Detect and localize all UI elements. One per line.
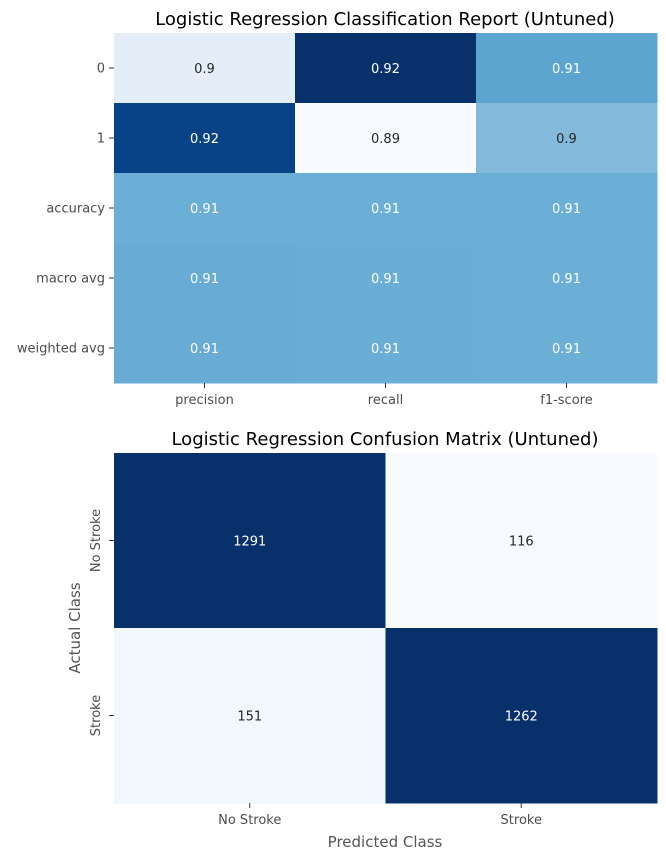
cell-value-label: 0.92: [371, 62, 400, 77]
cell-value-label: 0.91: [371, 342, 400, 357]
cell-value-label: 1262: [505, 710, 538, 725]
cell-value-label: 0.91: [552, 62, 581, 77]
confusion-matrix-cells: 1291 116 151 1262: [114, 453, 658, 804]
confusion-matrix-heatmap: Logistic Regression Confusion Matrix (Un…: [66, 429, 658, 851]
heatmap-cell: [476, 243, 658, 314]
cell-value-label: 0.91: [552, 342, 581, 357]
heatmap-cell: [295, 103, 477, 174]
y-tick-label: Stroke: [89, 695, 104, 736]
y-tick-label: macro avg: [36, 272, 105, 287]
heatmap-cell: [295, 33, 477, 104]
heatmap-cell: [114, 628, 386, 804]
x-tick-label: f1-score: [540, 393, 592, 408]
y-tick-label: No Stroke: [89, 509, 104, 572]
heatmap-cell: [385, 628, 658, 804]
heatmap-cell: [114, 313, 296, 384]
x-tick-label: No Stroke: [218, 813, 281, 828]
heatmap-cell: [295, 313, 477, 384]
confusion-matrix-x-axis-label: Predicted Class: [328, 833, 443, 851]
y-tick-label: 1: [97, 132, 105, 147]
cell-value-label: 0.91: [552, 272, 581, 287]
confusion-matrix-column-labels: No Stroke Stroke: [218, 803, 542, 828]
cell-value-label: 0.91: [190, 272, 219, 287]
x-tick-label: recall: [368, 393, 403, 408]
confusion-matrix-title: Logistic Regression Confusion Matrix (Un…: [171, 429, 598, 450]
classification-report-cells: 0.9 0.92 0.91 0.92 0.89 0.9 0.91 0.91 0.91 0.91 0.…: [114, 33, 658, 384]
heatmap-cell: [114, 173, 296, 244]
y-tick-label: accuracy: [46, 202, 105, 217]
classification-report-row-labels: 0 1 accuracy macro avg weighted avg: [17, 62, 114, 357]
cell-value-label: 0.92: [190, 132, 219, 147]
heatmap-cell: [114, 243, 296, 314]
heatmap-cell: [385, 453, 658, 629]
heatmap-cell: [476, 313, 658, 384]
confusion-matrix-row-labels: No Stroke Stroke: [89, 509, 114, 736]
cell-value-label: 1291: [233, 535, 266, 550]
heatmap-cell: [114, 103, 296, 174]
classification-report-title: Logistic Regression Classification Repor…: [155, 9, 615, 30]
cell-value-label: 0.9: [194, 62, 215, 77]
x-tick-label: Stroke: [501, 813, 542, 828]
heatmap-cell: [295, 243, 477, 314]
cell-value-label: 116: [509, 535, 534, 550]
cell-value-label: 0.9: [556, 132, 577, 147]
classification-report-heatmap: Logistic Regression Classification Repor…: [17, 9, 658, 408]
heatmap-cell: [295, 173, 477, 244]
cell-value-label: 0.91: [552, 202, 581, 217]
heatmap-cell: [476, 103, 658, 174]
classification-report-column-labels: precision recall f1-score: [175, 383, 593, 408]
cell-value-label: 0.91: [190, 342, 219, 357]
x-tick-label: precision: [175, 393, 234, 408]
heatmap-cell: [476, 33, 658, 104]
confusion-matrix-y-axis-label: Actual Class: [66, 582, 84, 673]
y-tick-label: 0: [97, 62, 105, 77]
cell-value-label: 0.91: [371, 272, 400, 287]
cell-value-label: 0.91: [371, 202, 400, 217]
heatmap-cell: [114, 33, 296, 104]
cell-value-label: 0.89: [371, 132, 400, 147]
heatmap-cell: [476, 173, 658, 244]
heatmap-cell: [114, 453, 386, 629]
y-tick-label: weighted avg: [17, 342, 105, 357]
cell-value-label: 151: [237, 710, 262, 725]
cell-value-label: 0.91: [190, 202, 219, 217]
